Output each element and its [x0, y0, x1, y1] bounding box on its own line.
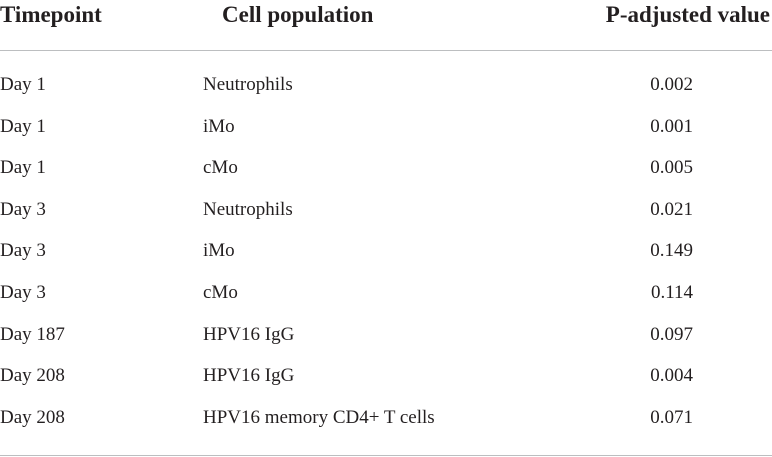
table-cell: Day 1	[0, 115, 46, 137]
table-cell: Neutrophils	[203, 74, 293, 95]
header-rule	[0, 50, 772, 51]
table-cell: Day 1	[0, 157, 46, 179]
table-cell: Day 3	[0, 282, 46, 303]
table-cell: 0.002	[650, 74, 693, 95]
table-cell: 0.097	[650, 323, 693, 345]
table-cell: Day 3	[0, 198, 46, 220]
column-header: Timepoint	[0, 2, 102, 27]
table-cell: 0.114	[650, 282, 693, 303]
table-cell: 0.149	[650, 240, 693, 262]
table-cell: HPV16 IgG	[203, 323, 295, 345]
table-cell: cMo	[203, 282, 238, 303]
column-header: P-adjusted value	[605, 2, 770, 27]
table-cell: 0.071	[650, 406, 693, 428]
table-cell: 0.001	[650, 115, 693, 137]
table-cell: HPV16 IgG	[203, 365, 295, 387]
table-cell: HPV16 memory CD4+ T cells	[203, 406, 435, 428]
table-cell: Day 208	[0, 406, 65, 428]
bottom-rule	[0, 455, 772, 456]
table-cell: Day 3	[0, 240, 46, 262]
table-cell: Neutrophils	[203, 198, 293, 220]
table-cell: 0.021	[650, 198, 693, 220]
table-cell: iMo	[203, 115, 235, 137]
table-cell: 0.005	[650, 157, 693, 179]
table-cell: Day 208	[0, 365, 65, 387]
column-header: Cell population	[222, 2, 374, 27]
table-cell: 0.004	[650, 365, 693, 387]
table-cell: iMo	[203, 240, 235, 262]
table-cell: Day 1	[0, 74, 46, 95]
table-cell: Day 187	[0, 323, 65, 345]
table-cell: cMo	[203, 157, 238, 179]
